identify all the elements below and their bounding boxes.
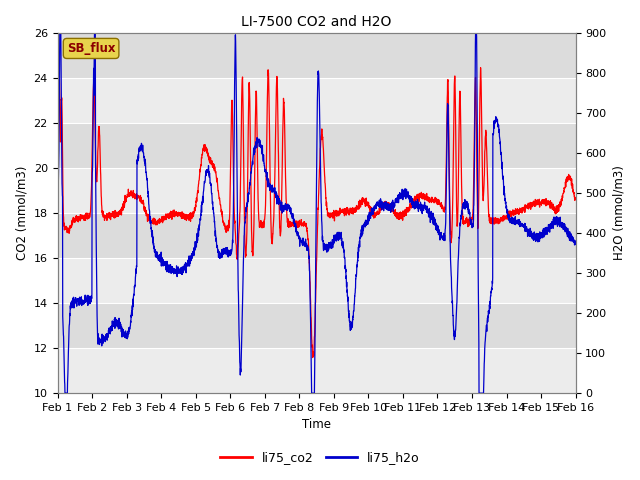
Bar [58,123,575,168]
Bar [58,213,575,258]
Y-axis label: H2O (mmol/m3): H2O (mmol/m3) [612,166,625,261]
Title: LI-7500 CO2 and H2O: LI-7500 CO2 and H2O [241,15,392,29]
Bar [58,78,575,123]
Bar [58,168,575,213]
Text: SB_flux: SB_flux [67,42,115,55]
Legend: li75_co2, li75_h2o: li75_co2, li75_h2o [215,446,425,469]
Y-axis label: CO2 (mmol/m3): CO2 (mmol/m3) [15,166,28,260]
Bar [58,258,575,303]
X-axis label: Time: Time [302,419,331,432]
Bar [58,303,575,348]
Bar [58,33,575,78]
Bar [58,348,575,393]
